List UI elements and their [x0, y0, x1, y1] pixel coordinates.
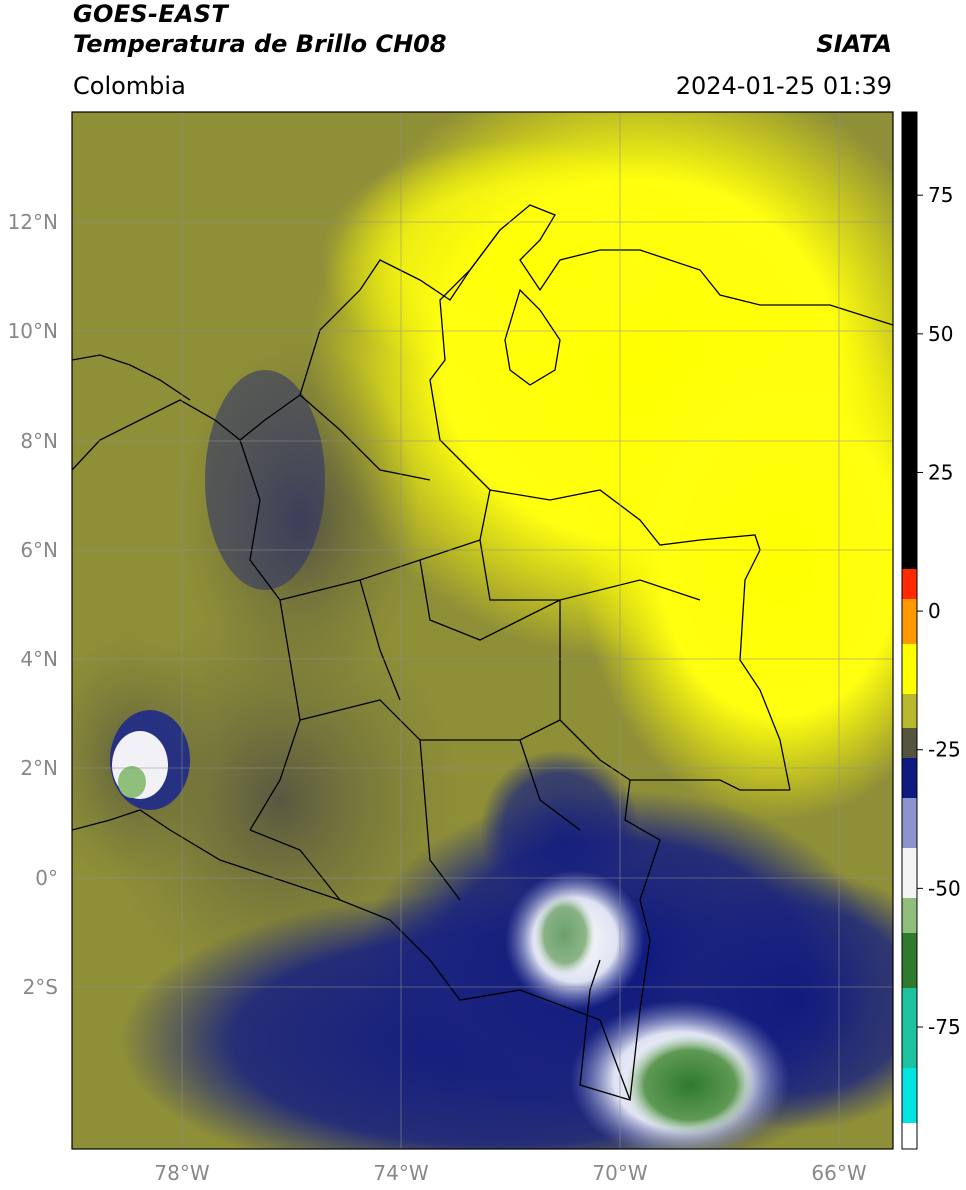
satellite-title: GOES-EAST — [73, 0, 229, 28]
map-frame — [71, 111, 894, 1150]
colorbar-tick-label: 25 — [928, 460, 953, 484]
lake-maracaibo — [504, 288, 561, 386]
lat-tick-label: 2°N — [20, 756, 58, 780]
borders — [72, 204, 893, 1101]
colorbar-green — [902, 933, 917, 988]
lat-axis: 12°N 10°N 8°N 6°N 4°N 2°N 0° 2°S — [8, 210, 58, 999]
lon-tick-label: 70°W — [592, 1161, 647, 1185]
colorbar-navy — [902, 758, 917, 798]
colorbar-gray — [902, 728, 917, 758]
lat-tick-label: 4°N — [20, 647, 58, 671]
region-label: Colombia — [73, 72, 186, 100]
panama-isthmus — [72, 354, 191, 401]
lat-tick-label: 6°N — [20, 538, 58, 562]
colorbar-teal — [902, 988, 917, 1068]
colorbar-tick-label: -75 — [928, 1015, 961, 1039]
border-colombia-brazil — [579, 779, 790, 1101]
colorbar: 75 50 25 0 -25 -50 -75 — [901, 111, 961, 1150]
colorbar-cyan — [902, 1068, 917, 1123]
colorbar-white — [902, 848, 917, 898]
source-label: SIATA — [816, 30, 892, 58]
colorbar-orange — [902, 599, 917, 644]
colorbar-black — [902, 112, 917, 569]
lon-tick-label: 74°W — [373, 1161, 428, 1185]
lat-tick-label: 0° — [35, 866, 58, 890]
colorbar-tick-label: -25 — [928, 738, 961, 762]
internal-departments — [239, 394, 701, 901]
product-title: Temperatura de Brillo CH08 — [73, 30, 447, 58]
colorbar-tick-label: 0 — [928, 599, 941, 623]
lon-axis: 78°W 74°W 70°W 66°W — [154, 1161, 866, 1185]
colorbar-lightgreen — [902, 898, 917, 933]
brightness-temperature-field — [72, 112, 893, 1149]
lat-tick-label: 10°N — [8, 319, 58, 343]
lat-tick-label: 8°N — [20, 429, 58, 453]
lon-tick-label: 78°W — [154, 1161, 209, 1185]
graticule — [72, 112, 893, 1149]
lat-tick-label: 2°S — [23, 975, 58, 999]
timestamp-label: 2024-01-25 01:39 — [675, 72, 892, 100]
colorbar-bottom-white — [902, 1123, 917, 1149]
colorbar-lightblue — [902, 798, 917, 848]
colorbar-olive — [902, 694, 917, 728]
colorbar-tick-label: 50 — [928, 322, 953, 346]
colorbar-tick-label: 75 — [928, 183, 953, 207]
lon-tick-label: 66°W — [811, 1161, 866, 1185]
colorbar-tick-label: -50 — [928, 876, 961, 900]
colorbar-yellow — [902, 644, 917, 694]
colorbar-red — [902, 569, 917, 599]
lat-tick-label: 12°N — [8, 210, 58, 234]
